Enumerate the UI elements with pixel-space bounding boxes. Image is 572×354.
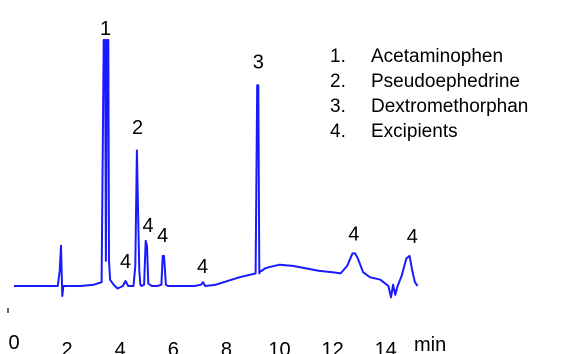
- x-tick-label: 12: [321, 339, 343, 354]
- peak-label: 2: [132, 117, 143, 139]
- legend-entry: Excipients: [371, 121, 458, 142]
- x-tick-label: 2: [62, 339, 73, 354]
- x-tick-label: 6: [168, 339, 179, 354]
- peak-label: 4: [157, 225, 168, 247]
- legend-entry: Dextromethorphan: [371, 96, 528, 117]
- legend: 1. Acetaminophen 2. Pseudoephedrine 3. Dextro…: [330, 46, 528, 142]
- x-axis: 0 2 4 6 8 10 12 14 min: [7, 308, 446, 354]
- peak-label: 4: [120, 251, 131, 273]
- legend-number: 2.: [330, 71, 346, 92]
- peak-label: 4: [407, 226, 418, 248]
- x-tick-label: 4: [115, 339, 126, 354]
- peak-label: 4: [197, 256, 208, 278]
- x-tick-label: 14: [375, 339, 397, 354]
- legend-number: 1.: [330, 46, 346, 67]
- peak-label: 3: [253, 52, 264, 74]
- legend-entry: Pseudoephedrine: [371, 71, 520, 92]
- series-line: [14, 39, 419, 299]
- legend-number: 4.: [330, 121, 346, 142]
- x-tick-label: 8: [221, 339, 232, 354]
- legend-entry: Acetaminophen: [371, 46, 503, 67]
- peak-label: 4: [348, 224, 359, 246]
- legend-number: 3.: [330, 96, 346, 117]
- x-tick-label: 10: [268, 339, 290, 354]
- peak-label: 1: [100, 18, 111, 40]
- x-axis-unit-label: min: [414, 334, 446, 354]
- peak-label: 4: [143, 215, 154, 237]
- x-tick-label: 0: [8, 332, 19, 354]
